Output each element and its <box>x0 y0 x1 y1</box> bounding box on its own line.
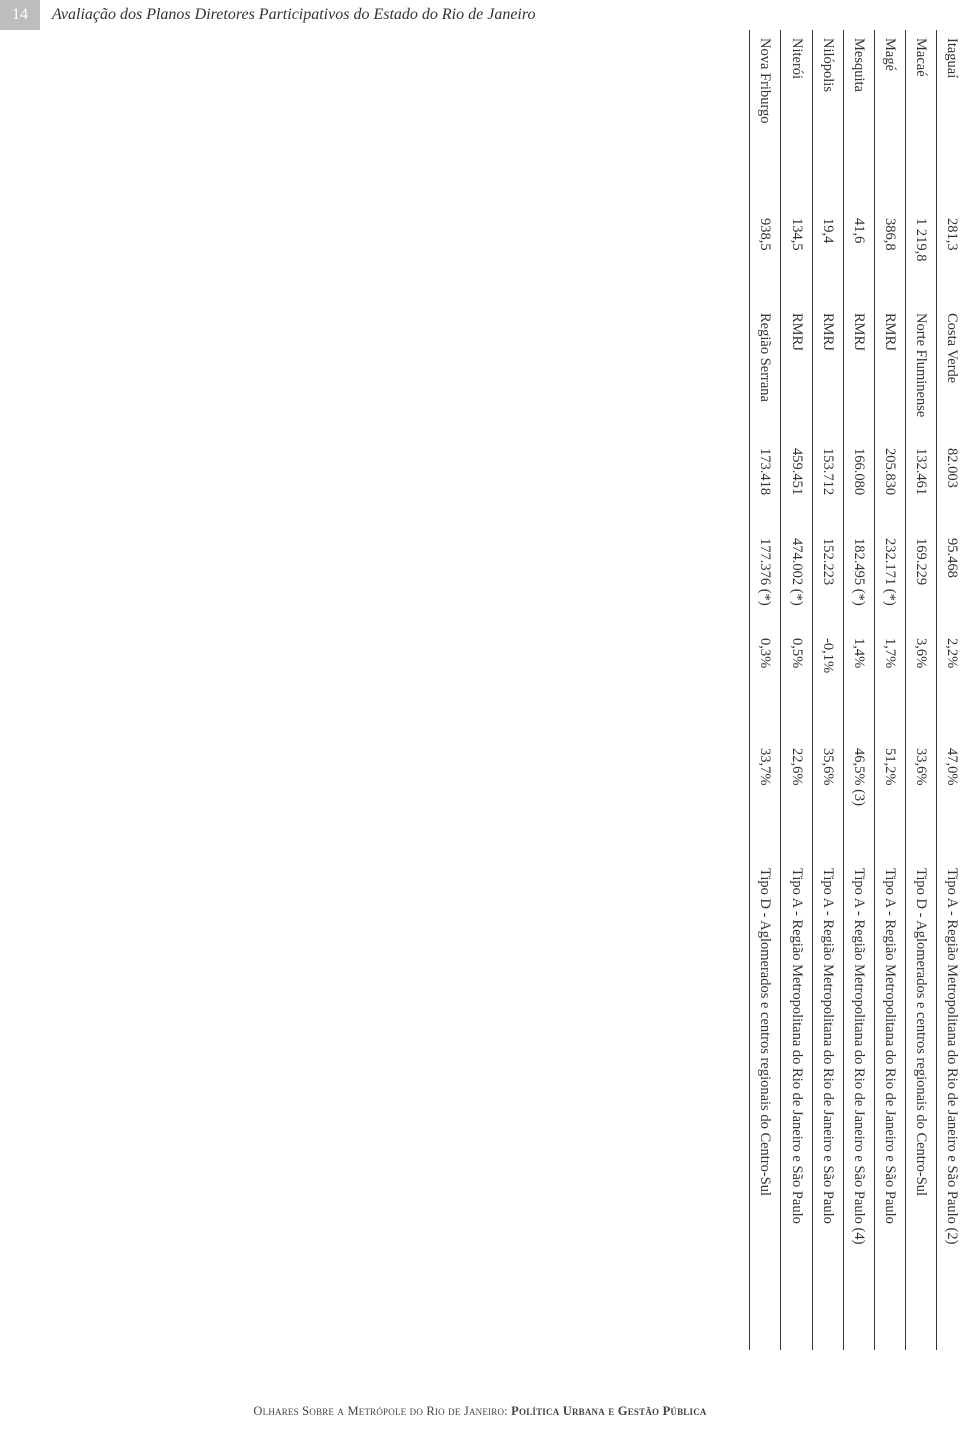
cell-municipio: Nova Friburgo <box>750 30 781 210</box>
cell-area: 938,5 <box>750 210 781 305</box>
table-row: Magé386,8RMRJ205.830232.171 (*)1,7%51,2%… <box>874 30 905 1350</box>
cell-familias: 22,6% <box>781 740 812 860</box>
cell-familias: 51,2% <box>874 740 905 860</box>
cell-tipologia: Tipo A - Região Metropolitana do Rio de … <box>937 860 960 1350</box>
cell-pop2000: 459.451 <box>781 440 812 530</box>
page-header: 14 Avaliação dos Planos Diretores Partic… <box>0 0 960 30</box>
cell-municipio: Itaguaí <box>937 30 960 210</box>
cell-area: 41,6 <box>843 210 874 305</box>
cell-taxa: 0,3% <box>750 630 781 740</box>
cell-municipio: Mesquita <box>843 30 874 210</box>
page-number-box: 14 <box>0 0 40 30</box>
cell-tipologia: Tipo A - Região Metropolitana do Rio de … <box>781 860 812 1350</box>
cell-familias: 46,5% (3) <box>843 740 874 860</box>
table-row: Mesquita41,6RMRJ166.080182.495 (*)1,4%46… <box>843 30 874 1350</box>
cell-pop2007: 152.223 <box>812 530 843 630</box>
cell-pop2007: 95.468 <box>937 530 960 630</box>
cell-taxa: -0,1% <box>812 630 843 740</box>
cell-pop2007: 474.002 (*) <box>781 530 812 630</box>
cell-area: 134,5 <box>781 210 812 305</box>
header-title: Avaliação dos Planos Diretores Participa… <box>40 0 548 30</box>
cell-taxa: 2,2% <box>937 630 960 740</box>
cell-pop2007: 182.495 (*) <box>843 530 874 630</box>
page-footer: Olhares Sobre a Metrópole do Rio de Jane… <box>0 1404 960 1419</box>
data-table: Município Área (km2) Região População Fa… <box>749 30 960 1350</box>
table-row: Nova Friburgo938,5Região Serrana173.4181… <box>750 30 781 1350</box>
page-number: 14 <box>12 6 28 24</box>
cell-pop2000: 166.080 <box>843 440 874 530</box>
cell-area: 386,8 <box>874 210 905 305</box>
cell-pop2007: 177.376 (*) <box>750 530 781 630</box>
cell-pop2000: 153.712 <box>812 440 843 530</box>
cell-regiao: RMRJ <box>874 305 905 440</box>
cell-pop2000: 82.003 <box>937 440 960 530</box>
cell-tipologia: Tipo A - Região Metropolitana do Rio de … <box>812 860 843 1350</box>
cell-taxa: 3,6% <box>906 630 937 740</box>
cell-municipio: Macaé <box>906 30 937 210</box>
cell-area: 281,3 <box>937 210 960 305</box>
cell-pop2000: 205.830 <box>874 440 905 530</box>
cell-tipologia: Tipo A - Região Metropolitana do Rio de … <box>843 860 874 1350</box>
cell-area: 19,4 <box>812 210 843 305</box>
page: 14 Avaliação dos Planos Diretores Partic… <box>0 0 960 1437</box>
cell-pop2007: 232.171 (*) <box>874 530 905 630</box>
cell-familias: 33,6% <box>906 740 937 860</box>
cell-familias: 33,7% <box>750 740 781 860</box>
cell-tipologia: Tipo D - Aglomerados e centros regionais… <box>750 860 781 1350</box>
cell-municipio: Niterói <box>781 30 812 210</box>
table-body: Armação dos Búzios71,7Baixadas Litorânea… <box>750 30 960 1350</box>
cell-pop2007: 169.229 <box>906 530 937 630</box>
cell-taxa: 1,7% <box>874 630 905 740</box>
rotated-table-container: Quadro I - Informações Gerais Município … <box>749 30 960 1350</box>
footer-text-right: Política Urbana e Gestão Pública <box>511 1404 706 1418</box>
table-row: Niterói134,5RMRJ459.451474.002 (*)0,5%22… <box>781 30 812 1350</box>
cell-regiao: Região Serrana <box>750 305 781 440</box>
cell-regiao: Norte Fluminense <box>906 305 937 440</box>
cell-familias: 35,6% <box>812 740 843 860</box>
footer-text-left: Olhares Sobre a Metrópole do Rio de Jane… <box>253 1404 511 1418</box>
cell-municipio: Magé <box>874 30 905 210</box>
cell-regiao: Costa Verde <box>937 305 960 440</box>
cell-pop2000: 132.461 <box>906 440 937 530</box>
cell-area: 1 219,8 <box>906 210 937 305</box>
cell-pop2000: 173.418 <box>750 440 781 530</box>
cell-tipologia: Tipo A - Região Metropolitana do Rio de … <box>874 860 905 1350</box>
cell-regiao: RMRJ <box>843 305 874 440</box>
cell-taxa: 1,4% <box>843 630 874 740</box>
table-row: Itaguaí281,3Costa Verde82.00395.4682,2%4… <box>937 30 960 1350</box>
cell-taxa: 0,5% <box>781 630 812 740</box>
cell-regiao: RMRJ <box>781 305 812 440</box>
cell-tipologia: Tipo D - Aglomerados e centros regionais… <box>906 860 937 1350</box>
table-row: Macaé1 219,8Norte Fluminense132.461169.2… <box>906 30 937 1350</box>
cell-familias: 47,0% <box>937 740 960 860</box>
cell-regiao: RMRJ <box>812 305 843 440</box>
cell-municipio: Nilópolis <box>812 30 843 210</box>
table-row: Nilópolis19,4RMRJ153.712152.223-0,1%35,6… <box>812 30 843 1350</box>
